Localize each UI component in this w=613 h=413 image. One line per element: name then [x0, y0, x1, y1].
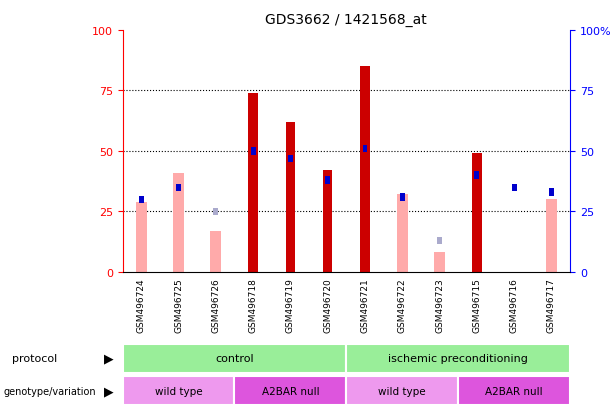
Text: GSM496723: GSM496723: [435, 278, 444, 332]
Bar: [176, 184, 181, 191]
Text: GSM496720: GSM496720: [323, 278, 332, 332]
Bar: [139, 196, 143, 204]
Text: wild type: wild type: [378, 386, 426, 396]
Bar: [546, 200, 557, 272]
Bar: [549, 189, 554, 196]
Text: ischemic preconditioning: ischemic preconditioning: [388, 354, 528, 363]
Bar: [472, 154, 482, 272]
Text: GSM496724: GSM496724: [137, 278, 146, 332]
Bar: [234, 376, 346, 405]
Bar: [323, 171, 332, 272]
Text: protocol: protocol: [12, 354, 58, 363]
Text: GSM496718: GSM496718: [249, 278, 257, 332]
Text: ▶: ▶: [104, 352, 113, 365]
Bar: [173, 173, 184, 272]
Bar: [346, 344, 570, 373]
Bar: [135, 202, 147, 272]
Text: GSM496726: GSM496726: [211, 278, 220, 332]
Text: GSM496719: GSM496719: [286, 278, 295, 332]
Text: GSM496716: GSM496716: [509, 278, 519, 332]
Title: GDS3662 / 1421568_at: GDS3662 / 1421568_at: [265, 13, 427, 27]
Bar: [437, 237, 442, 244]
Text: GSM496715: GSM496715: [473, 278, 481, 332]
Bar: [210, 231, 221, 272]
Bar: [326, 177, 330, 184]
Bar: [213, 208, 218, 216]
Text: ▶: ▶: [104, 384, 113, 397]
Bar: [397, 195, 408, 272]
Text: control: control: [215, 354, 254, 363]
Bar: [286, 123, 295, 272]
Text: A2BAR null: A2BAR null: [485, 386, 543, 396]
Bar: [434, 253, 445, 272]
Bar: [248, 94, 258, 272]
Bar: [346, 376, 458, 405]
Bar: [123, 344, 346, 373]
Text: wild type: wild type: [154, 386, 202, 396]
Bar: [288, 155, 293, 162]
Text: genotype/variation: genotype/variation: [3, 386, 96, 396]
Bar: [474, 172, 479, 179]
Bar: [360, 67, 370, 272]
Bar: [512, 184, 517, 191]
Text: GSM496721: GSM496721: [360, 278, 370, 332]
Text: A2BAR null: A2BAR null: [262, 386, 319, 396]
Text: GSM496722: GSM496722: [398, 278, 407, 332]
Bar: [123, 376, 234, 405]
Text: GSM496717: GSM496717: [547, 278, 556, 332]
Text: GSM496725: GSM496725: [174, 278, 183, 332]
Bar: [251, 148, 256, 155]
Bar: [458, 376, 570, 405]
Bar: [362, 145, 367, 153]
Bar: [400, 194, 405, 201]
